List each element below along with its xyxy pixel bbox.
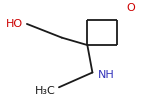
- Text: O: O: [127, 3, 135, 13]
- Text: H₃C: H₃C: [35, 86, 55, 96]
- Text: NH: NH: [97, 70, 114, 80]
- Text: HO: HO: [6, 19, 23, 29]
